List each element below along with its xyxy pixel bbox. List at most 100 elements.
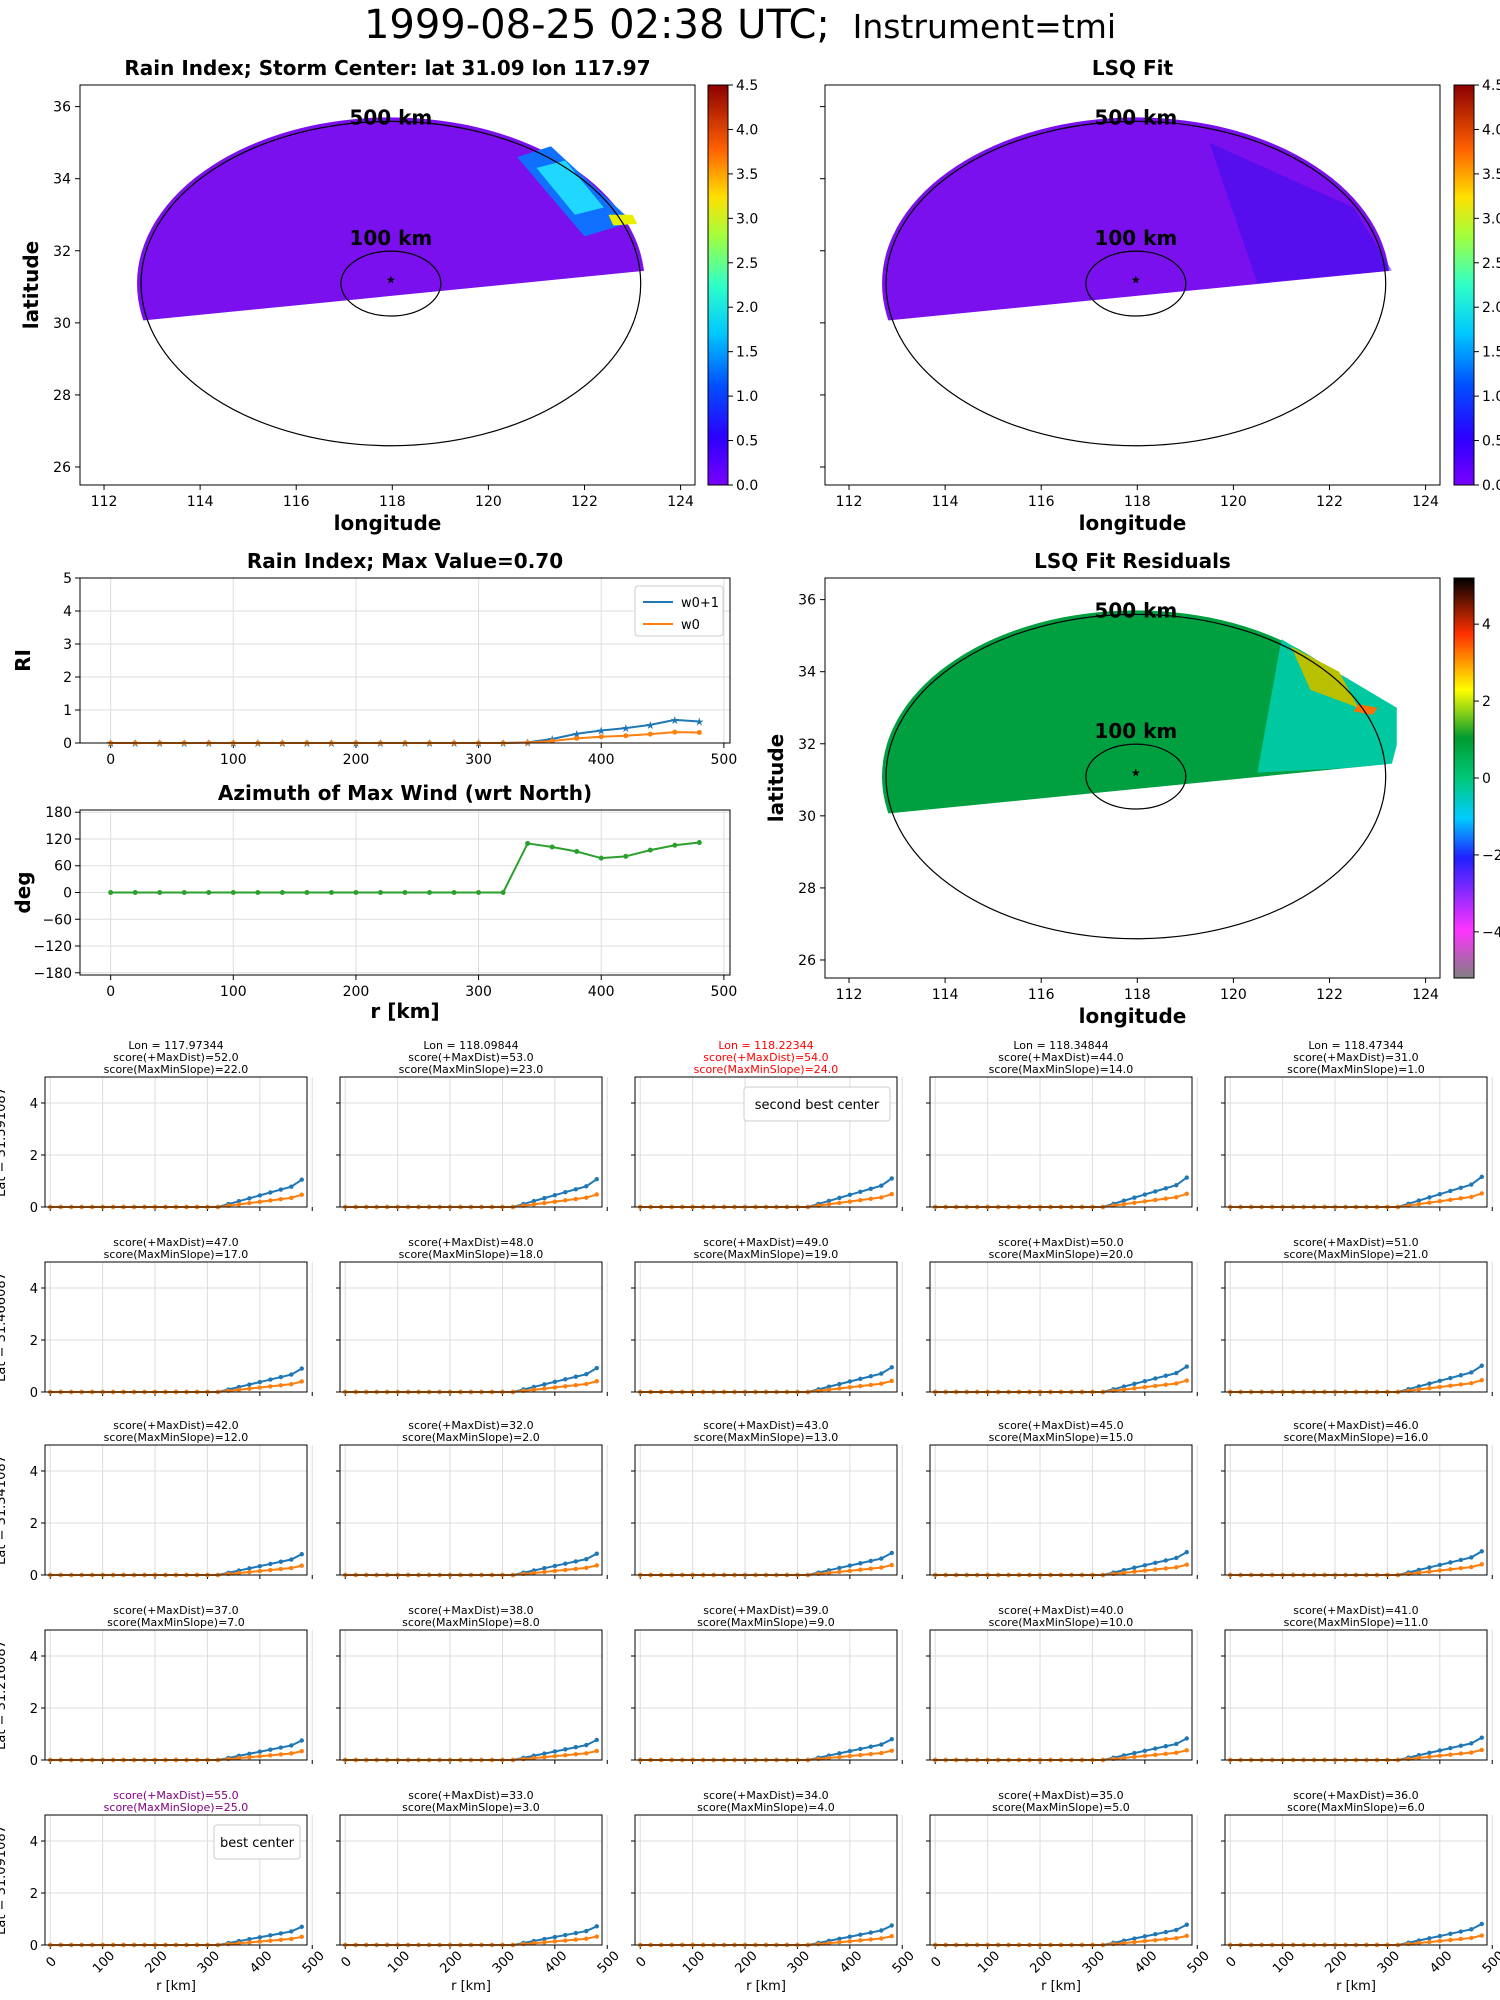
data-point (1184, 1562, 1189, 1567)
data-point (584, 1936, 589, 1941)
data-point (1479, 1191, 1484, 1196)
series-line-w0plus1 (50, 1367, 303, 1393)
data-point (289, 1557, 294, 1562)
data-point (1153, 1752, 1158, 1758)
subplot-title-line: score(+MaxDist)=47.0 (113, 1236, 238, 1249)
data-point (889, 1191, 894, 1197)
data-point (257, 1199, 263, 1204)
colorbar-tick-label: 1.0 (736, 389, 758, 405)
data-point (1132, 1386, 1137, 1391)
subplot-legend-label: second best center (755, 1098, 880, 1113)
subplot-title-line: score(+MaxDist)=41.0 (1293, 1604, 1418, 1617)
axes-frame (634, 1444, 898, 1576)
data-point (236, 1198, 242, 1204)
data-point (531, 1387, 537, 1392)
x-tick-label: 500 (1185, 1948, 1213, 1976)
data-point (1132, 1939, 1137, 1945)
data-point (1479, 1735, 1484, 1740)
x-tick-label: 122 (571, 494, 598, 510)
x-tick-label: 300 (465, 984, 492, 1000)
subplot-title-line: score(+MaxDist)=53.0 (408, 1051, 533, 1064)
rain-patch-peak (608, 214, 638, 226)
data-point (1427, 1386, 1432, 1391)
x-tick-label: 120 (1220, 987, 1247, 1003)
subplot-title-line: score(MaxMinSlope)=11.0 (1284, 1616, 1429, 1629)
x-tick-label: 0 (1224, 1954, 1240, 1970)
data-point (1132, 1754, 1137, 1760)
data-point (525, 840, 531, 846)
data-point (1416, 1940, 1422, 1946)
y-tick-label: 5 (63, 571, 72, 587)
data-point (889, 1737, 894, 1742)
data-point (1448, 1560, 1453, 1565)
data-point (1142, 1748, 1148, 1754)
data-point (1427, 1381, 1432, 1386)
row-latitude-label: Lat = 31.341087 (0, 1455, 9, 1565)
x-tick-label: 0 (106, 984, 115, 1000)
ring-100km (340, 250, 442, 317)
data-point (278, 1752, 283, 1757)
ring-label-500km: 500 km (1094, 598, 1177, 622)
data-point (837, 1940, 842, 1945)
subplot-legend-label: best center (220, 1836, 295, 1851)
subplot-legend-box (213, 1824, 301, 1860)
data-point (1427, 1750, 1432, 1756)
data-point (868, 1751, 873, 1757)
data-point (299, 1749, 304, 1754)
data-point (847, 1192, 853, 1198)
subplot-legend-box (743, 1086, 891, 1122)
x-tick-label: 500 (890, 1948, 918, 1976)
series-line-w0plus1 (50, 1553, 303, 1576)
subplot-r0-c2: Lon = 118.22344score(+MaxDist)=54.0score… (631, 1039, 903, 1211)
series-line-w0plus1 (640, 1366, 893, 1393)
data-point (847, 1379, 853, 1384)
data-point (1448, 1937, 1453, 1943)
data-point (289, 1195, 294, 1201)
data-point (879, 1936, 884, 1941)
y-tick-label: 30 (53, 316, 71, 332)
y-tick-label: 120 (45, 832, 72, 848)
colorbar-tick-label: 0.0 (1482, 478, 1500, 494)
data-point (1121, 1387, 1127, 1392)
data-point (552, 1568, 558, 1574)
map-axes-frame (824, 577, 1441, 979)
data-point (247, 1751, 252, 1756)
axes-frame (339, 1076, 603, 1208)
data-point (594, 1748, 599, 1754)
x-tick-label: 200 (142, 1948, 170, 1976)
data-point (268, 1198, 273, 1203)
subplot-title-line: score(MaxMinSlope)=17.0 (104, 1248, 249, 1261)
subplot-title-line: score(+MaxDist)=35.0 (998, 1789, 1123, 1802)
data-point (584, 1751, 589, 1756)
y-tick-label: 0 (30, 1201, 38, 1216)
data-point (542, 1386, 547, 1391)
data-point (268, 1753, 273, 1758)
data-point (304, 890, 310, 895)
data-point (573, 1937, 578, 1942)
data-point (1458, 1751, 1464, 1756)
data-point (858, 1746, 863, 1752)
data-point (573, 1752, 578, 1757)
data-point (889, 1365, 894, 1370)
y-tick-label: 34 (798, 665, 816, 681)
data-point (1479, 1549, 1484, 1554)
data-point (328, 890, 334, 895)
data-point (1458, 1196, 1464, 1201)
data-point (879, 1556, 884, 1561)
x-tick-label: 100 (975, 1948, 1003, 1976)
data-point (826, 1202, 832, 1207)
data-point (858, 1938, 863, 1943)
x-tick-label: 200 (343, 984, 370, 1000)
data-point (299, 1379, 304, 1384)
x-tick-label: 100 (1270, 1948, 1298, 1976)
data-point (1153, 1197, 1158, 1203)
data-point (1458, 1929, 1464, 1934)
data-point (299, 1934, 304, 1940)
ring-label-100km: 100 km (1094, 226, 1177, 250)
subplot-r2-c1: score(+MaxDist)=32.0score(MaxMinSlope)=2… (336, 1419, 608, 1579)
data-point (1132, 1936, 1137, 1941)
subplot-title-line: Lon = 117.97344 (128, 1039, 223, 1052)
data-point (1153, 1383, 1158, 1389)
data-point (1184, 1191, 1189, 1196)
axes-frame (929, 1629, 1193, 1761)
